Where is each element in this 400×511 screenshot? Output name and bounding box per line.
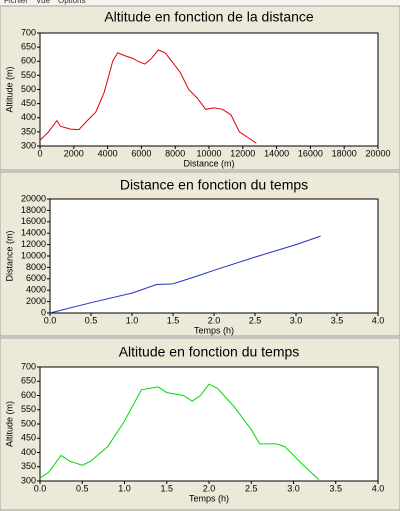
y-tick-label: 20000 — [21, 193, 46, 203]
x-tick-label: 4.0 — [372, 315, 385, 325]
x-tick-label: 2.0 — [203, 483, 216, 493]
x-tick-label: 0.0 — [34, 483, 47, 493]
y-tick-label: 550 — [21, 404, 36, 414]
y-axis-title: Distance (m) — [4, 230, 14, 281]
y-axis-title: Altitude (m) — [4, 401, 14, 447]
y-tick-label: 350 — [21, 126, 36, 136]
y-tick-label: 16000 — [21, 216, 46, 226]
y-tick-label: 600 — [21, 390, 36, 400]
plot-area — [39, 32, 379, 147]
y-tick-label: 8000 — [26, 262, 46, 272]
y-tick-label: 18000 — [21, 205, 46, 215]
x-tick-label: 3.5 — [331, 315, 344, 325]
x-tick-label: 3.5 — [329, 483, 342, 493]
y-tick-label: 700 — [21, 361, 36, 371]
x-tick-label: 14000 — [264, 148, 289, 158]
x-tick-label: 16000 — [298, 148, 323, 158]
x-tick-label: 3.0 — [287, 483, 300, 493]
y-tick-label: 650 — [21, 42, 36, 52]
x-tick-label: 2000 — [64, 148, 84, 158]
x-tick-label: 6000 — [131, 148, 151, 158]
x-tick-label: 1.5 — [160, 483, 173, 493]
x-tick-label: 10000 — [196, 148, 221, 158]
x-tick-label: 0 — [37, 148, 42, 158]
chart-title: Distance en fonction du temps — [120, 177, 308, 193]
x-tick-label: 18000 — [332, 148, 357, 158]
menu-item[interactable]: Vue — [36, 0, 50, 5]
y-tick-label: 350 — [21, 461, 36, 471]
menu-item[interactable]: Fichier — [4, 0, 28, 5]
y-tick-label: 2000 — [26, 296, 46, 306]
plot-area — [39, 366, 379, 482]
y-tick-label: 500 — [21, 418, 36, 428]
y-tick-label: 700 — [21, 27, 36, 37]
x-tick-label: 0.0 — [44, 315, 57, 325]
x-tick-label: 4000 — [98, 148, 118, 158]
x-axis-title: Temps (h) — [189, 493, 229, 503]
x-tick-label: 0.5 — [76, 483, 89, 493]
x-tick-label: 12000 — [230, 148, 255, 158]
data-line — [39, 49, 257, 144]
x-tick-label: 1.0 — [126, 315, 139, 325]
y-tick-label: 650 — [21, 376, 36, 386]
y-tick-label: 500 — [21, 84, 36, 94]
y-tick-label: 300 — [21, 140, 36, 150]
y-tick-label: 300 — [21, 475, 36, 485]
y-axis-title: Altitude (m) — [4, 66, 14, 112]
x-tick-label: 2.0 — [208, 315, 221, 325]
chart-title: Altitude en fonction du temps — [119, 344, 300, 360]
y-tick-label: 4000 — [26, 285, 46, 295]
plot-area — [49, 198, 379, 314]
data-line — [39, 383, 320, 480]
data-line — [49, 235, 321, 314]
x-tick-label: 1.5 — [167, 315, 180, 325]
x-tick-label: 4.0 — [372, 483, 385, 493]
x-tick-label: 3.0 — [290, 315, 303, 325]
y-tick-label: 450 — [21, 98, 36, 108]
x-tick-label: 1.0 — [118, 483, 131, 493]
y-tick-label: 0 — [41, 307, 46, 317]
x-tick-label: 20000 — [365, 148, 390, 158]
y-tick-label: 550 — [21, 70, 36, 80]
x-axis-title: Temps (h) — [194, 325, 234, 335]
y-tick-label: 450 — [21, 433, 36, 443]
menu-item[interactable]: Options — [58, 0, 86, 5]
y-tick-label: 10000 — [21, 250, 46, 260]
y-tick-label: 400 — [21, 112, 36, 122]
x-axis-title: Distance (m) — [183, 158, 234, 168]
x-tick-label: 0.5 — [85, 315, 98, 325]
y-tick-label: 6000 — [26, 273, 46, 283]
y-tick-label: 600 — [21, 56, 36, 66]
x-tick-label: 2.5 — [245, 483, 258, 493]
y-tick-label: 400 — [21, 447, 36, 457]
x-tick-label: 2.5 — [249, 315, 262, 325]
y-tick-label: 12000 — [21, 239, 46, 249]
x-tick-label: 8000 — [165, 148, 185, 158]
menu-bar — [0, 0, 400, 6]
chart-title: Altitude en fonction de la distance — [104, 9, 314, 25]
y-tick-label: 14000 — [21, 228, 46, 238]
